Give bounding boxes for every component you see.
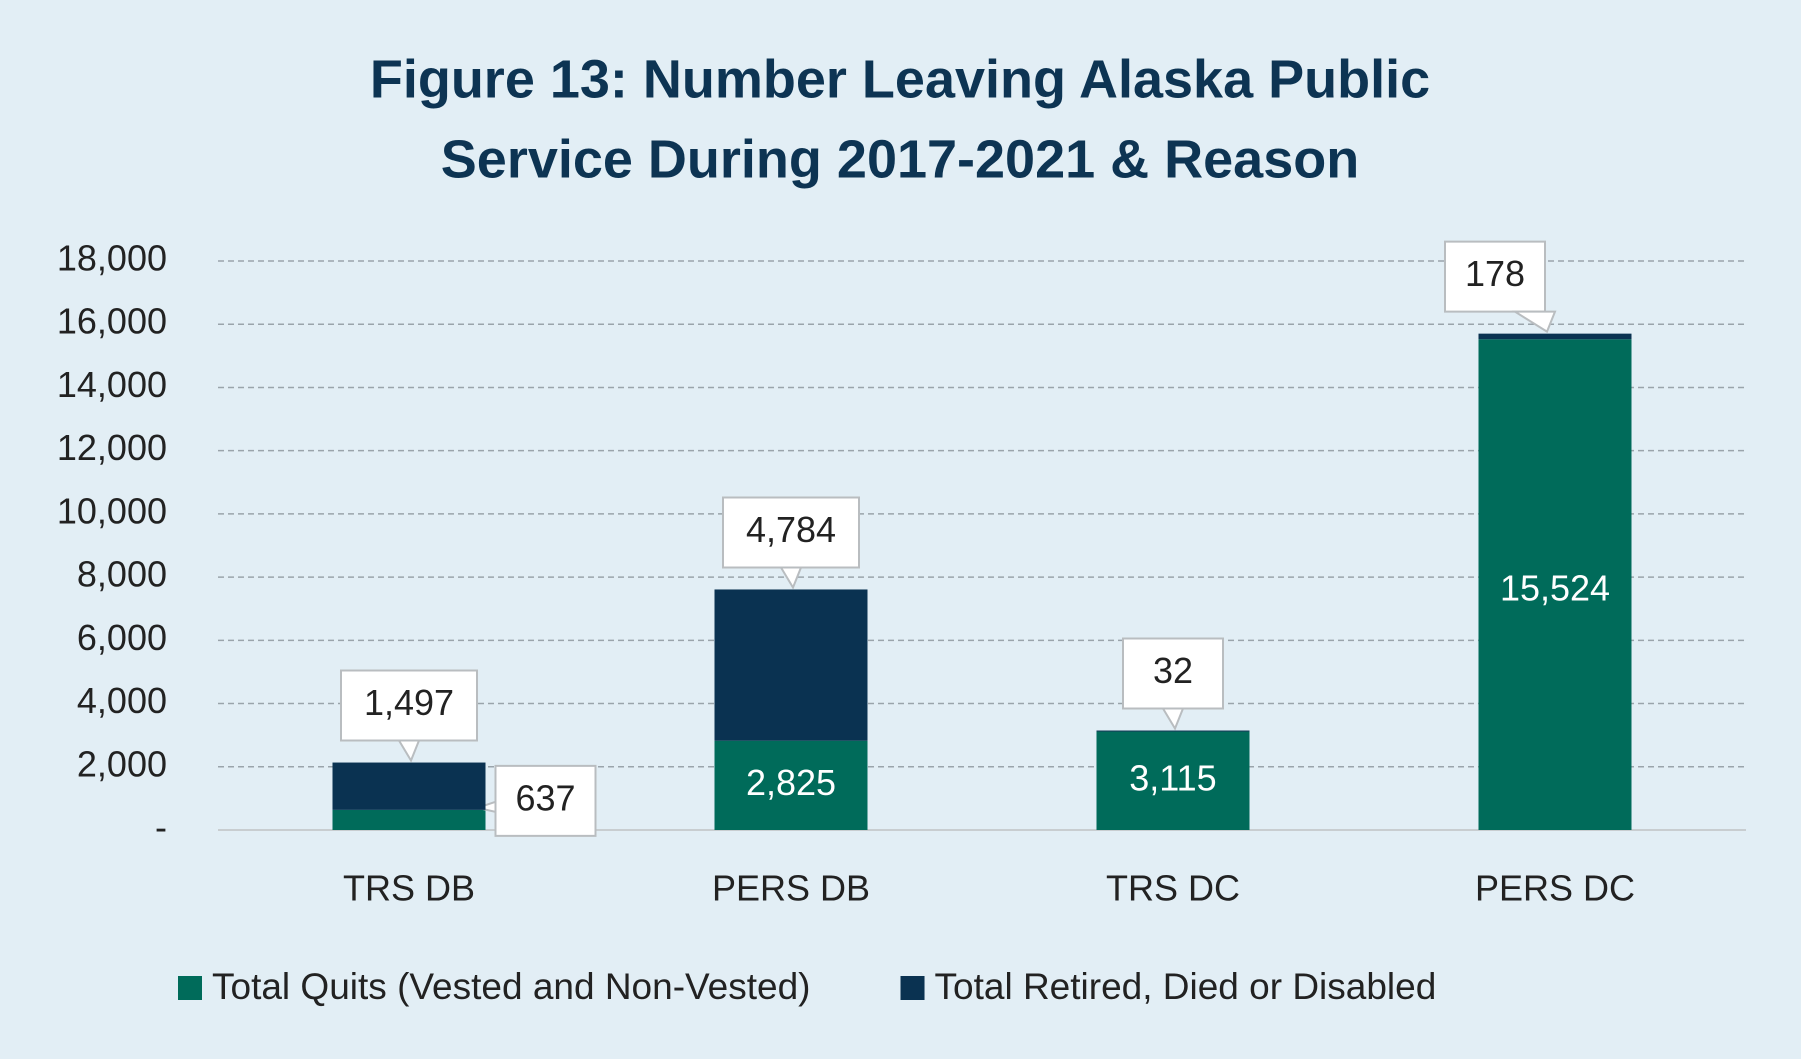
bar-segment bbox=[1478, 339, 1632, 830]
data-label: 15,524 bbox=[1500, 568, 1610, 609]
callout-pointer bbox=[1161, 707, 1185, 731]
y-tick-label: 10,000 bbox=[57, 490, 167, 531]
legend-label: Total Retired, Died or Disabled bbox=[935, 966, 1437, 1007]
bar-segment bbox=[714, 740, 868, 830]
chart-title: Service During 2017-2021 & Reason bbox=[441, 129, 1359, 189]
data-label: 2,825 bbox=[746, 762, 836, 803]
legend-swatch bbox=[900, 976, 925, 1000]
legend-label: Total Quits (Vested and Non-Vested) bbox=[212, 966, 811, 1007]
y-tick-label: 4,000 bbox=[77, 680, 167, 721]
bar-segment bbox=[1096, 730, 1250, 732]
data-label: 637 bbox=[515, 777, 575, 818]
callout-pointer bbox=[1511, 310, 1557, 334]
data-label: 32 bbox=[1153, 650, 1193, 691]
x-tick-label: PERS DB bbox=[712, 868, 870, 909]
legend-swatch bbox=[178, 976, 202, 1000]
y-tick-label: - bbox=[155, 807, 167, 848]
data-label: 3,115 bbox=[1129, 757, 1216, 798]
y-tick-label: 2,000 bbox=[77, 743, 167, 784]
bar-segment bbox=[332, 809, 486, 830]
y-tick-label: 18,000 bbox=[57, 238, 167, 279]
data-label: 4,784 bbox=[746, 509, 836, 550]
callout bbox=[1122, 637, 1224, 710]
bar-segment bbox=[1096, 731, 1250, 830]
y-tick-label: 14,000 bbox=[57, 364, 167, 405]
callout-pointer bbox=[473, 800, 497, 814]
y-tick-label: 16,000 bbox=[57, 301, 167, 342]
y-tick-label: 8,000 bbox=[77, 554, 167, 595]
data-label: 1,497 bbox=[364, 682, 454, 723]
callout-pointer bbox=[779, 566, 803, 590]
callout bbox=[340, 669, 478, 742]
callout bbox=[722, 496, 860, 569]
data-label: 178 bbox=[1465, 253, 1525, 294]
x-tick-label: PERS DC bbox=[1475, 868, 1635, 909]
bar-segment bbox=[714, 589, 868, 741]
bar-segment bbox=[1478, 333, 1632, 340]
bar-segment bbox=[332, 762, 486, 810]
y-tick-label: 6,000 bbox=[77, 617, 167, 658]
y-tick-label: 12,000 bbox=[57, 427, 167, 468]
x-tick-label: TRS DC bbox=[1106, 868, 1240, 909]
x-tick-label: TRS DB bbox=[343, 868, 475, 909]
chart-title: Figure 13: Number Leaving Alaska Public bbox=[370, 49, 1430, 109]
callout-pointer bbox=[397, 739, 421, 763]
